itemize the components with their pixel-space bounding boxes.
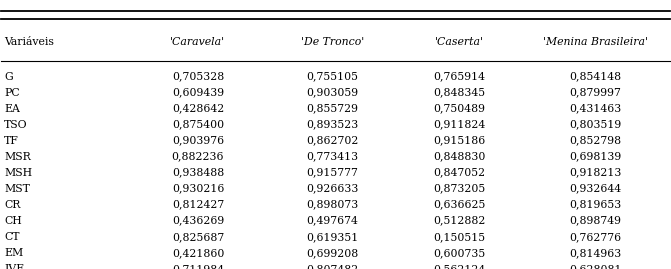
Text: 0,911824: 0,911824 <box>433 120 486 130</box>
Text: 0,765914: 0,765914 <box>433 72 486 82</box>
Text: 0,762776: 0,762776 <box>570 232 621 242</box>
Text: 0,875400: 0,875400 <box>172 120 224 130</box>
Text: CH: CH <box>4 216 21 226</box>
Text: 0,562124: 0,562124 <box>433 264 486 269</box>
Text: 0,512882: 0,512882 <box>433 216 486 226</box>
Text: 'Caravela': 'Caravela' <box>170 37 225 47</box>
Text: 0,848830: 0,848830 <box>433 152 486 162</box>
Text: 0,903976: 0,903976 <box>172 136 224 146</box>
Text: Variáveis: Variáveis <box>4 37 54 47</box>
Text: 0,628081: 0,628081 <box>569 264 622 269</box>
Text: 0,698139: 0,698139 <box>570 152 621 162</box>
Text: 0,855729: 0,855729 <box>306 104 358 114</box>
Text: 0,750489: 0,750489 <box>433 104 486 114</box>
Text: 'Menina Brasileira': 'Menina Brasileira' <box>543 37 648 47</box>
Text: IVE: IVE <box>4 264 24 269</box>
Text: 0,873205: 0,873205 <box>433 184 486 194</box>
Text: 0,807482: 0,807482 <box>306 264 358 269</box>
Text: 0,773413: 0,773413 <box>306 152 358 162</box>
Text: 0,812427: 0,812427 <box>172 200 224 210</box>
Text: 0,150515: 0,150515 <box>433 232 486 242</box>
Text: MSH: MSH <box>4 168 32 178</box>
Text: 0,932644: 0,932644 <box>570 184 621 194</box>
Text: 0,862702: 0,862702 <box>306 136 358 146</box>
Text: 0,428642: 0,428642 <box>172 104 224 114</box>
Text: MST: MST <box>4 184 30 194</box>
Text: 0,852798: 0,852798 <box>570 136 621 146</box>
Text: 0,803519: 0,803519 <box>570 120 621 130</box>
Text: 0,421860: 0,421860 <box>172 248 224 258</box>
Text: 0,898073: 0,898073 <box>306 200 358 210</box>
Text: 0,431463: 0,431463 <box>570 104 621 114</box>
Text: 0,825687: 0,825687 <box>172 232 224 242</box>
Text: 'Caserta': 'Caserta' <box>435 37 484 47</box>
Text: 0,819653: 0,819653 <box>570 200 621 210</box>
Text: 0,882236: 0,882236 <box>172 152 224 162</box>
Text: 0,879997: 0,879997 <box>570 88 621 98</box>
Text: G: G <box>4 72 13 82</box>
Text: TSO: TSO <box>4 120 28 130</box>
Text: EA: EA <box>4 104 20 114</box>
Text: 0,636625: 0,636625 <box>433 200 486 210</box>
Text: 0,619351: 0,619351 <box>306 232 358 242</box>
Text: EM: EM <box>4 248 23 258</box>
Text: 0,938488: 0,938488 <box>172 168 224 178</box>
Text: 0,898749: 0,898749 <box>570 216 621 226</box>
Text: MSR: MSR <box>4 152 31 162</box>
Text: 0,699208: 0,699208 <box>306 248 358 258</box>
Text: 0,926633: 0,926633 <box>306 184 358 194</box>
Text: PC: PC <box>4 88 19 98</box>
Text: 0,915186: 0,915186 <box>433 136 486 146</box>
Text: 0,705328: 0,705328 <box>172 72 224 82</box>
Text: CT: CT <box>4 232 19 242</box>
Text: 0,711984: 0,711984 <box>172 264 224 269</box>
Text: 0,814963: 0,814963 <box>570 248 621 258</box>
Text: 0,436269: 0,436269 <box>172 216 224 226</box>
Text: 0,893523: 0,893523 <box>306 120 358 130</box>
Text: 0,930216: 0,930216 <box>172 184 224 194</box>
Text: 0,918213: 0,918213 <box>569 168 622 178</box>
Text: 0,497674: 0,497674 <box>306 216 358 226</box>
Text: CR: CR <box>4 200 20 210</box>
Text: 'De Tronco': 'De Tronco' <box>301 37 364 47</box>
Text: 0,755105: 0,755105 <box>306 72 358 82</box>
Text: 0,903059: 0,903059 <box>306 88 358 98</box>
Text: 0,600735: 0,600735 <box>433 248 486 258</box>
Text: 0,854148: 0,854148 <box>570 72 621 82</box>
Text: 0,848345: 0,848345 <box>433 88 486 98</box>
Text: TF: TF <box>4 136 19 146</box>
Text: 0,609439: 0,609439 <box>172 88 224 98</box>
Text: 0,847052: 0,847052 <box>433 168 486 178</box>
Text: 0,915777: 0,915777 <box>306 168 358 178</box>
